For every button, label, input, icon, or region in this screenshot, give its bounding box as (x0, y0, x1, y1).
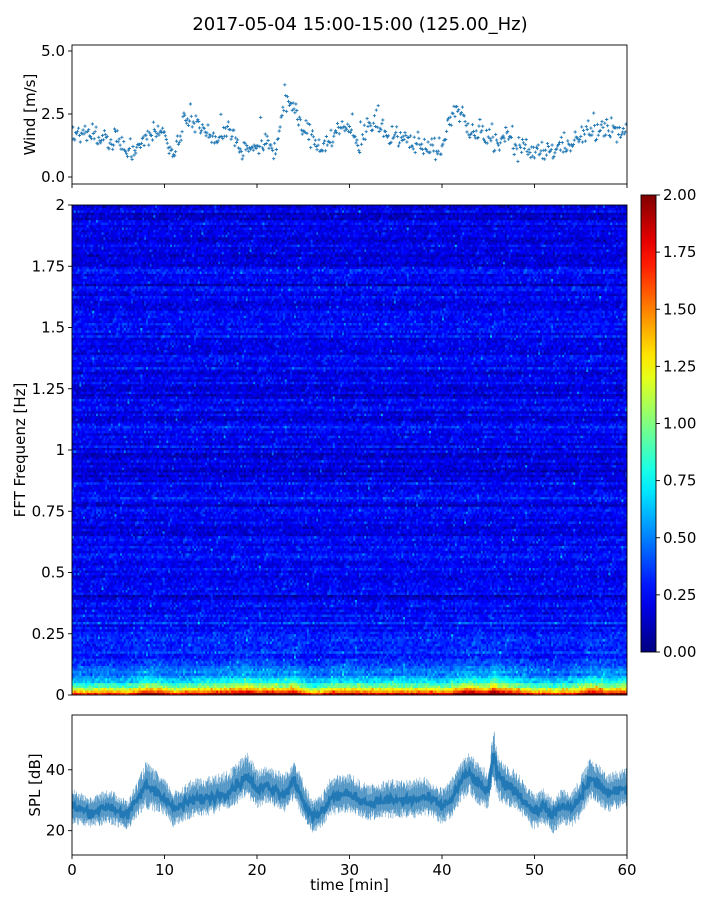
heatmap-cell (388, 680, 392, 683)
heatmap-cell (79, 680, 83, 683)
heatmap-cell (353, 688, 357, 691)
spectrogram-plot (72, 205, 627, 695)
heatmap-cell (294, 683, 298, 686)
heatmap-cell (609, 683, 613, 686)
heatmap-cell (338, 685, 342, 688)
heatmap-cell (298, 688, 302, 691)
spectrogram-image (72, 205, 627, 695)
heatmap-cell (479, 683, 483, 686)
